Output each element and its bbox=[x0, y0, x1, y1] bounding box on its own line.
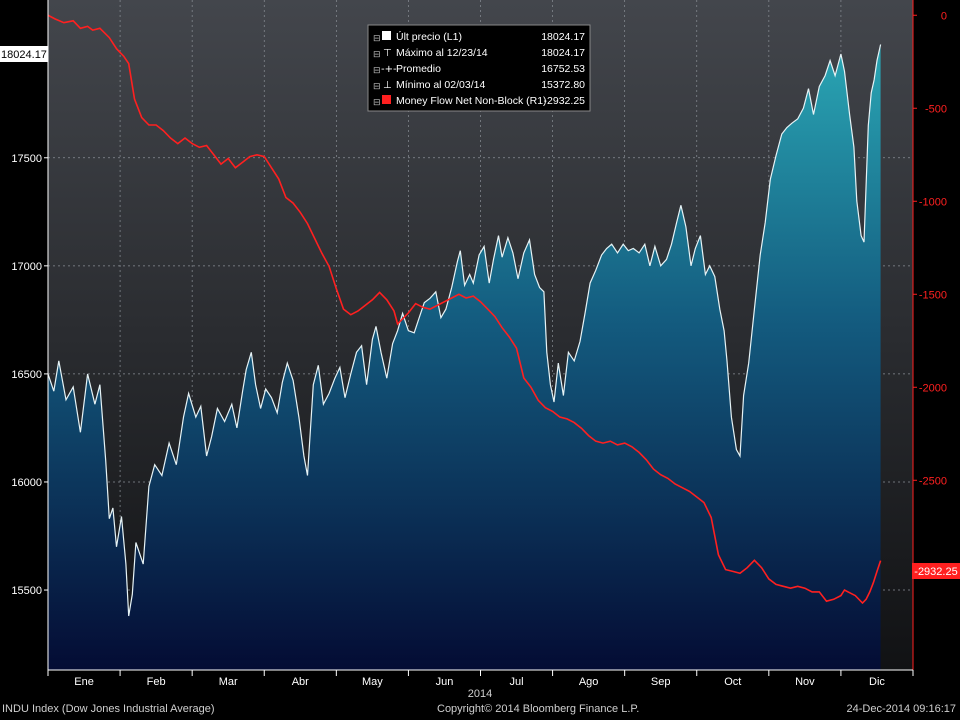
footer-copyright: Copyright© 2014 Bloomberg Finance L.P. bbox=[437, 703, 640, 715]
price-line bbox=[47, 44, 882, 617]
x-tick-label: Jun bbox=[436, 676, 454, 688]
right-tick-label: -1500 bbox=[919, 289, 947, 301]
legend-entry: ⊟ -+- Promedio 16752.53 bbox=[373, 63, 585, 75]
avg-marker-icon: -+- bbox=[381, 64, 397, 75]
legend-entry: ⊟ Money Flow Net Non-Block (R1)-2932.25 bbox=[373, 95, 585, 107]
right-tick-label: -2000 bbox=[919, 382, 947, 394]
legend-value: 18024.17 bbox=[541, 31, 585, 43]
right-last-value-text: -2932.25 bbox=[914, 566, 957, 578]
max-marker-icon: ⊤ bbox=[383, 48, 392, 59]
x-tick-label: Sep bbox=[651, 676, 671, 688]
legend-label: Money Flow Net Non-Block (R1) bbox=[396, 95, 547, 107]
x-tick-label: Dic bbox=[869, 676, 885, 688]
price-area bbox=[48, 44, 881, 670]
min-marker-icon: ⊥ bbox=[383, 80, 392, 91]
legend-value: -2932.25 bbox=[544, 95, 586, 107]
right-tick-label: 0 bbox=[941, 10, 947, 22]
legend-value: 16752.53 bbox=[541, 63, 585, 75]
left-tick-label: 17000 bbox=[11, 261, 42, 273]
legend-swatch-white bbox=[382, 31, 391, 40]
x-axis-background bbox=[0, 670, 960, 720]
right-tick-label: -500 bbox=[925, 103, 947, 115]
legend-value: 18024.17 bbox=[541, 47, 585, 59]
right-tick-label: -2500 bbox=[919, 475, 947, 487]
legend-label: Máximo al 12/23/14 bbox=[396, 47, 488, 59]
legend-expand-icon: ⊟ bbox=[373, 49, 381, 59]
right-tick-label: -1000 bbox=[919, 196, 947, 208]
left-last-value-text: 18024.17 bbox=[1, 49, 47, 61]
footer-index-name: INDU Index (Dow Jones Industrial Average… bbox=[2, 703, 215, 715]
left-tick-label: 16000 bbox=[11, 477, 42, 489]
x-tick-label: Mar bbox=[219, 676, 238, 688]
legend-expand-icon: ⊟ bbox=[373, 65, 381, 75]
legend-expand-icon: ⊟ bbox=[373, 33, 381, 43]
x-tick-label: May bbox=[362, 676, 383, 688]
legend-entry: ⊟ ⊥ Mínimo al 02/03/14 15372.80 bbox=[373, 79, 585, 91]
left-axis: 15500 16000 16500 17000 17500 bbox=[11, 0, 49, 670]
legend-label: Promedio bbox=[396, 63, 441, 75]
x-tick-label: Jul bbox=[510, 676, 524, 688]
x-axis: Ene Feb Mar Abr May Jun Jul Ago Sep Oct Nov Dic bbox=[0, 669, 960, 720]
legend-label: Últ precio (L1) bbox=[396, 30, 462, 43]
legend-entry: ⊟ ⊤ Máximo al 12/23/14 18024.17 bbox=[373, 47, 585, 59]
footer-timestamp: 24-Dec-2014 09:16:17 bbox=[846, 703, 956, 715]
legend-swatch-red bbox=[382, 95, 391, 104]
legend-label: Mínimo al 02/03/14 bbox=[396, 79, 485, 91]
x-tick-label: Abr bbox=[292, 676, 309, 688]
legend: ⊟ Últ precio (L1) 18024.17⊟ ⊤ Máximo al 12/2… bbox=[367, 24, 591, 112]
x-tick-label: Oct bbox=[724, 676, 741, 688]
legend-expand-icon: ⊟ bbox=[373, 81, 381, 91]
legend-entry: ⊟ Últ precio (L1) 18024.17 bbox=[373, 30, 585, 43]
left-tick-label: 16500 bbox=[11, 369, 42, 381]
money-flow-line bbox=[47, 14, 882, 605]
left-tick-label: 15500 bbox=[11, 585, 42, 597]
x-tick-label: Ago bbox=[579, 676, 599, 688]
legend-expand-icon: ⊟ bbox=[373, 97, 381, 107]
x-tick-label: Feb bbox=[147, 676, 166, 688]
left-tick-label: 17500 bbox=[11, 153, 42, 165]
x-tick-label: Ene bbox=[74, 676, 94, 688]
left-last-value-label: 18024.17 bbox=[0, 46, 48, 62]
legend-value: 15372.80 bbox=[541, 79, 585, 91]
right-last-value-label: -2932.25 bbox=[912, 563, 960, 579]
year-label: 2014 bbox=[468, 688, 492, 700]
x-tick-label: Nov bbox=[795, 676, 815, 688]
